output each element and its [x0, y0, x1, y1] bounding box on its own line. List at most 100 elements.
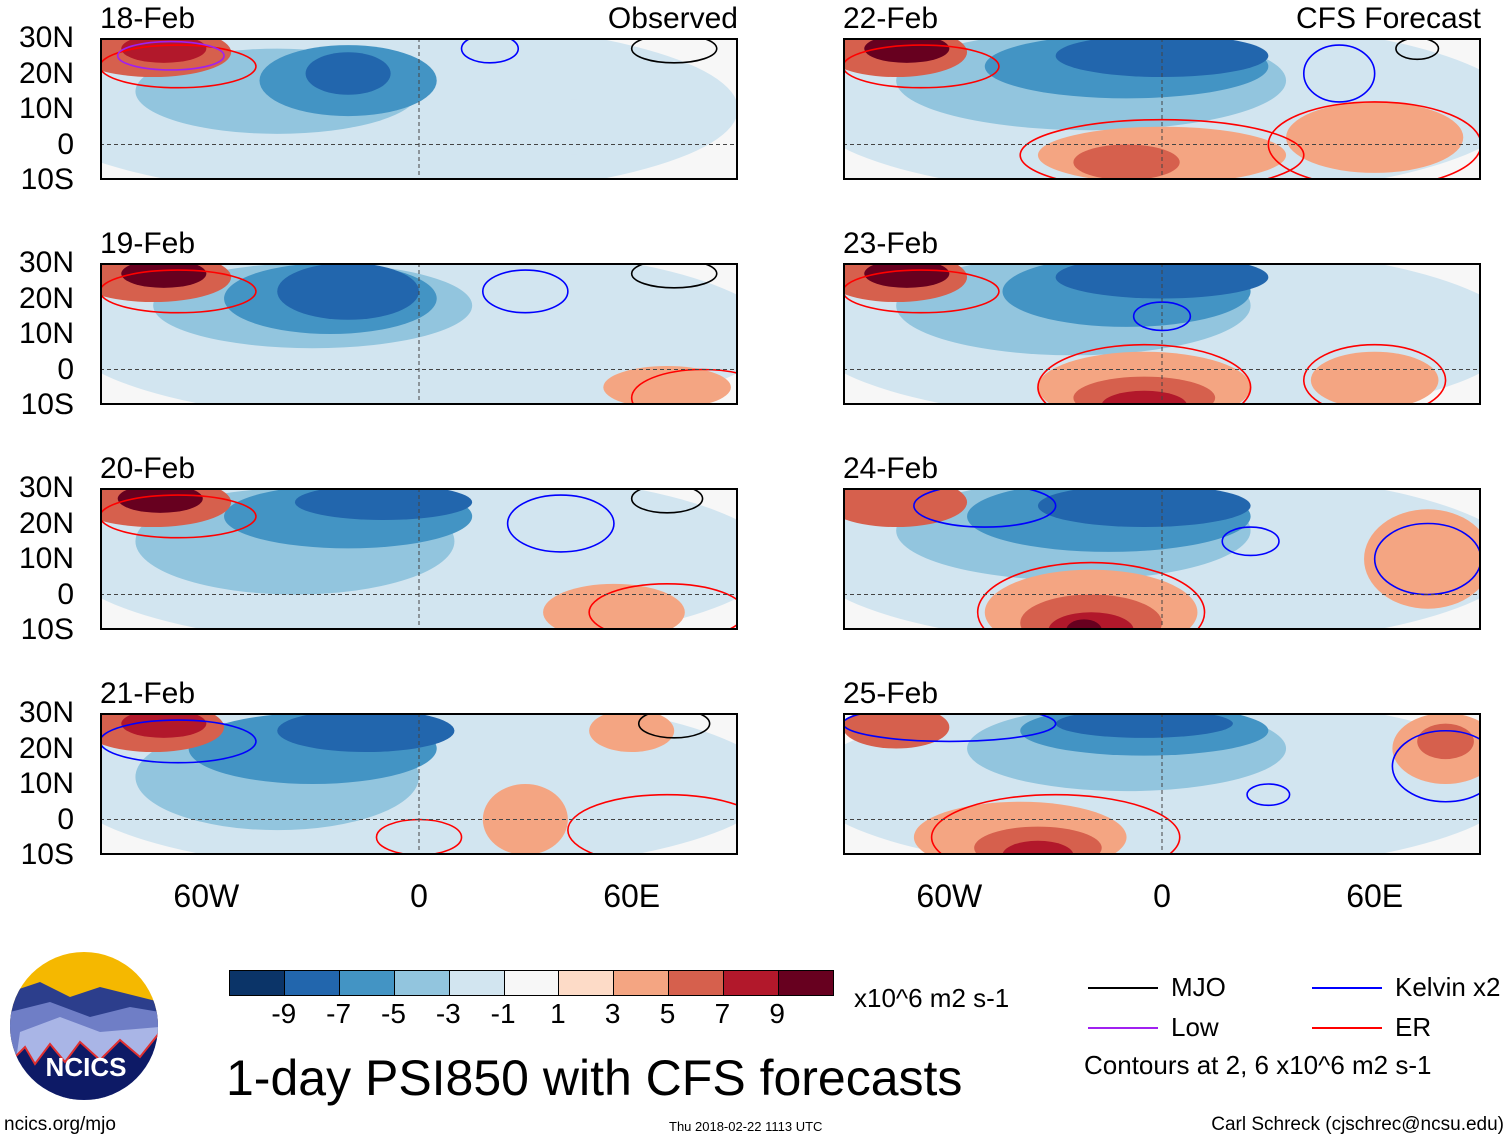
panel-date: 19-Feb [100, 227, 196, 260]
er-contour [1037, 343, 1252, 405]
colorbar-swatch [724, 971, 780, 995]
x-tick-label: 60W [916, 878, 983, 914]
anomaly-region [117, 488, 203, 513]
legend-label: Low [1171, 1012, 1219, 1042]
y-tick-label: 0 [57, 352, 74, 386]
colorbar-label: 3 [604, 998, 621, 1029]
legend-label: ER [1395, 1012, 1432, 1042]
er-contour [100, 44, 257, 89]
anomaly-region [1417, 723, 1474, 760]
map-panel [100, 488, 738, 630]
colorbar-label: -1 [490, 998, 516, 1029]
kelvin-contour [460, 38, 520, 64]
y-tick-label: 30N [18, 471, 74, 504]
anomaly-region [1286, 101, 1464, 173]
x-tick-label: 60W [173, 878, 240, 914]
y-tick-label: 10N [18, 92, 74, 125]
anomaly-region [864, 263, 950, 288]
panel-frame [843, 38, 1481, 180]
panel-date: 23-Feb [843, 227, 939, 260]
y-tick-label: 20N [18, 731, 74, 765]
colorbar-label: 7 [714, 998, 731, 1029]
y-tick-label: 0 [57, 577, 74, 611]
er-contour [567, 793, 738, 855]
anomaly-region [1037, 488, 1251, 528]
panel-date: 20-Feb [100, 452, 196, 485]
kelvin-contour [1391, 729, 1481, 803]
anomaly-region [121, 263, 207, 288]
mjo-contour [637, 713, 711, 739]
panel-frame [100, 713, 738, 855]
anomaly-region [864, 38, 950, 63]
panel-frame [843, 488, 1481, 630]
x-tick-label: 60E [1346, 878, 1404, 914]
observed-label: Observed [607, 2, 738, 35]
colorbar-label: -3 [435, 998, 461, 1029]
anomaly-region [1055, 713, 1233, 738]
anomaly-region [1101, 390, 1187, 405]
kelvin-contour [913, 488, 1057, 528]
y-tick-label: 10N [18, 317, 74, 350]
panel-date: 21-Feb [100, 677, 196, 710]
panel-frame [843, 263, 1481, 405]
colorbar-swatch [559, 971, 615, 995]
legend-line [1312, 987, 1382, 989]
panel-date: 18-Feb [100, 2, 196, 35]
panel-frame [100, 263, 738, 405]
anomaly-region [507, 98, 685, 156]
mjo-contour [630, 38, 718, 64]
mjo-contour [630, 263, 718, 289]
legend-line [1088, 1027, 1158, 1029]
colorbar-label: 5 [659, 998, 676, 1029]
anomaly-region [1066, 619, 1102, 630]
colorbar-label: 1 [550, 998, 566, 1029]
anomaly-region [603, 365, 731, 405]
er-contour [1302, 343, 1447, 405]
kelvin-contour [1302, 44, 1376, 103]
x-tick-label: 0 [1153, 878, 1171, 914]
colorbar-swatch [504, 971, 560, 995]
er-contour [930, 793, 1181, 855]
y-tick-label: 30N [18, 696, 74, 729]
er-contour [588, 583, 738, 630]
low-contour [116, 40, 225, 71]
footer-author: Carl Schreck (cjschrec@ncsu.edu) [1211, 1114, 1504, 1135]
map-panel [100, 713, 738, 855]
y-tick-label: 20N [18, 56, 74, 90]
logo-text: NCICS [46, 1052, 127, 1082]
x-tick-label: 0 [410, 878, 428, 914]
panel-date: 24-Feb [843, 452, 939, 485]
colorbar-label: 9 [769, 998, 785, 1029]
er-contour [1019, 118, 1305, 180]
map-panel [843, 488, 1481, 630]
colorbar-swatch [394, 971, 450, 995]
colorbar-swatch [339, 971, 395, 995]
contour-note: Contours at 2, 6 x10^6 m2 s-1 [1084, 1050, 1432, 1080]
mjo-contour [1395, 38, 1440, 61]
anomaly-region [294, 488, 473, 520]
y-tick-label: 10S [20, 613, 74, 646]
anomaly-region [277, 263, 419, 320]
panel-frame [100, 488, 738, 630]
panel-frame [100, 38, 738, 180]
kelvin-contour [1132, 301, 1192, 332]
mjo-contour [630, 488, 704, 514]
y-tick-label: 10N [18, 767, 74, 800]
kelvin-contour [1221, 526, 1280, 557]
anomaly-region [305, 52, 391, 95]
anomaly-region [277, 713, 455, 753]
er-contour [100, 269, 257, 314]
er-contour [843, 44, 1000, 89]
footer-url[interactable]: ncics.org/mjo [4, 1114, 116, 1135]
kelvin-contour [1246, 783, 1291, 807]
anomaly-region [589, 713, 675, 753]
y-tick-label: 30N [18, 246, 74, 279]
legend-label: MJO [1171, 972, 1226, 1002]
colorbar [229, 970, 834, 996]
y-tick-label: 0 [57, 127, 74, 161]
colorbar-swatch [230, 971, 285, 995]
anomaly-region [1310, 351, 1439, 405]
map-panel [843, 713, 1481, 855]
er-contour [976, 561, 1206, 630]
y-tick-label: 0 [57, 802, 74, 836]
